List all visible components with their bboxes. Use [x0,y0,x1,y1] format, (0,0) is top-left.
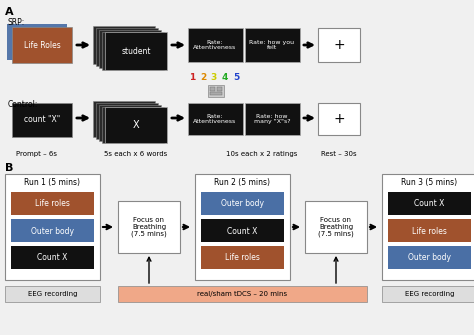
Bar [11,192,94,215]
Text: Life Roles: Life Roles [24,41,60,50]
Text: 5s each x 6 words: 5s each x 6 words [104,151,168,157]
Text: Focus on
Breathing
(7.5 mins): Focus on Breathing (7.5 mins) [318,217,354,237]
Text: Life roles: Life roles [35,200,70,208]
Text: Run 3 (5 mins): Run 3 (5 mins) [401,179,457,188]
Bar [96,28,158,66]
Text: Life roles: Life roles [412,226,447,236]
Text: +: + [333,112,345,126]
Text: student: student [121,47,151,56]
Bar [195,174,290,280]
Bar [11,246,94,269]
Text: Outer body: Outer body [221,200,264,208]
Text: EEG recording: EEG recording [28,291,77,297]
Text: 4: 4 [222,73,228,82]
Text: Run 2 (5 mins): Run 2 (5 mins) [215,179,271,188]
Bar [11,219,94,242]
Text: A: A [5,7,14,17]
Text: Control:: Control: [8,100,38,109]
Text: 5: 5 [233,73,239,82]
Text: 3: 3 [211,73,217,82]
Text: Run 1 (5 mins): Run 1 (5 mins) [25,179,81,188]
Bar [5,286,100,302]
Text: Rest – 30s: Rest – 30s [321,151,357,157]
Bar [96,103,158,139]
Bar [245,103,300,135]
Bar [188,103,243,135]
Text: Rate:
Attentiveness: Rate: Attentiveness [193,40,237,50]
Text: X: X [133,120,139,130]
Bar [5,174,100,280]
Text: SRP:: SRP: [8,18,25,27]
Text: real/sham tDCS – 20 mins: real/sham tDCS – 20 mins [198,291,288,297]
Bar [210,92,222,95]
Bar [318,103,360,135]
Bar [388,192,471,215]
Bar [105,32,167,70]
Bar [99,30,161,68]
Text: Outer body: Outer body [31,226,74,236]
Bar [118,201,180,253]
Bar [201,192,284,215]
Text: EEG recording: EEG recording [405,291,454,297]
Bar [245,28,300,62]
Bar [201,246,284,269]
Bar [201,219,284,242]
Bar [93,101,155,137]
Bar [7,24,67,60]
Text: 10s each x 2 ratings: 10s each x 2 ratings [226,151,298,157]
Bar [382,174,474,280]
Text: Life roles: Life roles [225,254,260,263]
Text: Rate:
Attentiveness: Rate: Attentiveness [193,114,237,124]
Bar [102,32,164,70]
Bar [12,27,72,63]
Bar [102,107,164,143]
Bar [388,246,471,269]
Text: Count X: Count X [228,226,258,236]
Text: Rate: how
many "X"s?: Rate: how many "X"s? [254,114,290,124]
Bar [382,286,474,302]
Text: +: + [333,38,345,52]
Text: count "X": count "X" [24,116,60,125]
Text: Focus on
Breathing
(7.5 mins): Focus on Breathing (7.5 mins) [131,217,167,237]
Bar [118,286,367,302]
Bar [217,87,222,91]
Bar [105,107,167,143]
Text: Count X: Count X [37,254,68,263]
Text: 2: 2 [200,73,206,82]
Bar [305,201,367,253]
Text: Count X: Count X [414,200,445,208]
Text: Outer body: Outer body [408,254,451,263]
Bar [93,26,155,64]
Text: Prompt – 6s: Prompt – 6s [17,151,57,157]
Bar [210,87,215,91]
Bar [99,105,161,141]
Text: Rate: how you
felt: Rate: how you felt [249,40,294,50]
Text: 1: 1 [189,73,195,82]
Bar [188,28,243,62]
Bar [388,219,471,242]
Bar [12,103,72,137]
Bar [208,85,224,97]
Bar [318,28,360,62]
Text: B: B [5,163,13,173]
